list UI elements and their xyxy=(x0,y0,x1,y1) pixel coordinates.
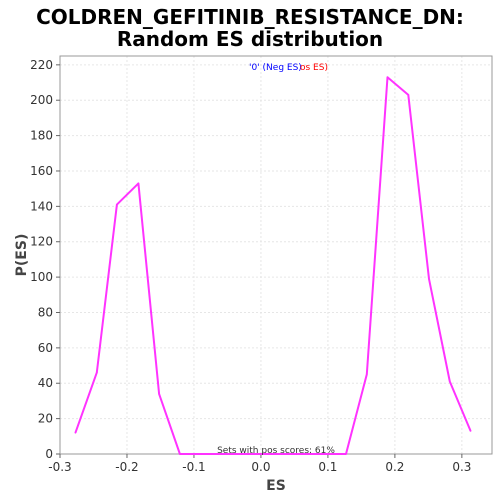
series-layer xyxy=(74,76,472,455)
data-point xyxy=(179,453,181,455)
y-tick-label: 140 xyxy=(30,199,53,213)
data-point xyxy=(241,453,243,455)
y-axis-label: P(ES) xyxy=(14,234,30,277)
data-point xyxy=(386,76,389,79)
x-tick-label: -0.3 xyxy=(48,460,71,474)
es-distribution-line xyxy=(74,76,472,455)
data-point xyxy=(137,182,140,185)
y-tick-label: 20 xyxy=(38,412,53,426)
x-axis-label: ES xyxy=(266,478,286,494)
x-tick-label: 0.3 xyxy=(452,460,471,474)
data-point xyxy=(345,453,347,455)
data-point xyxy=(428,278,430,280)
legend-neg-es: '0' (Neg ES) xyxy=(249,63,302,73)
x-tick-label: 0.2 xyxy=(385,460,404,474)
y-tick-label: 220 xyxy=(30,58,53,72)
y-tick-label: 40 xyxy=(38,376,53,390)
x-tick-label: 0.0 xyxy=(251,460,270,474)
y-ticks: 0 20 40 60 80 100 120 140 160 180 200 220 xyxy=(30,58,60,461)
chart-title-line1: COLDREN_GEFITINIB_RESISTANCE_DN: xyxy=(36,5,464,29)
data-point xyxy=(449,380,451,383)
x-tick-label: 0.1 xyxy=(318,460,337,474)
y-tick-label: 80 xyxy=(38,305,53,319)
data-point xyxy=(303,453,306,455)
y-tick-label: 120 xyxy=(30,235,53,249)
data-point xyxy=(199,453,202,455)
data-point xyxy=(96,371,98,374)
y-tick-label: 0 xyxy=(45,447,53,461)
data-point xyxy=(116,203,118,206)
y-tick-label: 200 xyxy=(30,93,53,107)
legend-pos-es: os ES) xyxy=(300,63,328,73)
data-point xyxy=(365,373,368,376)
x-ticks: -0.3 -0.2 -0.1 0.0 0.1 0.2 0.3 xyxy=(48,454,471,474)
x-tick-label: -0.2 xyxy=(115,460,138,474)
data-point xyxy=(74,431,77,434)
data-point xyxy=(324,453,327,455)
data-point xyxy=(158,393,160,395)
pos-scores-annotation: Sets with pos scores: 61% xyxy=(217,446,335,456)
y-tick-label: 160 xyxy=(30,164,53,178)
y-tick-label: 180 xyxy=(30,129,53,143)
data-point xyxy=(407,94,410,96)
x-tick-label: -0.1 xyxy=(182,460,205,474)
data-point xyxy=(282,453,285,455)
data-point xyxy=(469,430,472,432)
y-tick-label: 60 xyxy=(38,341,53,355)
data-point xyxy=(262,453,264,455)
data-point xyxy=(220,453,223,455)
chart-title-line2: Random ES distribution xyxy=(116,27,384,51)
y-tick-label: 100 xyxy=(30,270,53,284)
